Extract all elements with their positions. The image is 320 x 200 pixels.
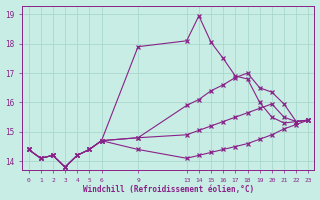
X-axis label: Windchill (Refroidissement éolien,°C): Windchill (Refroidissement éolien,°C)	[83, 185, 254, 194]
